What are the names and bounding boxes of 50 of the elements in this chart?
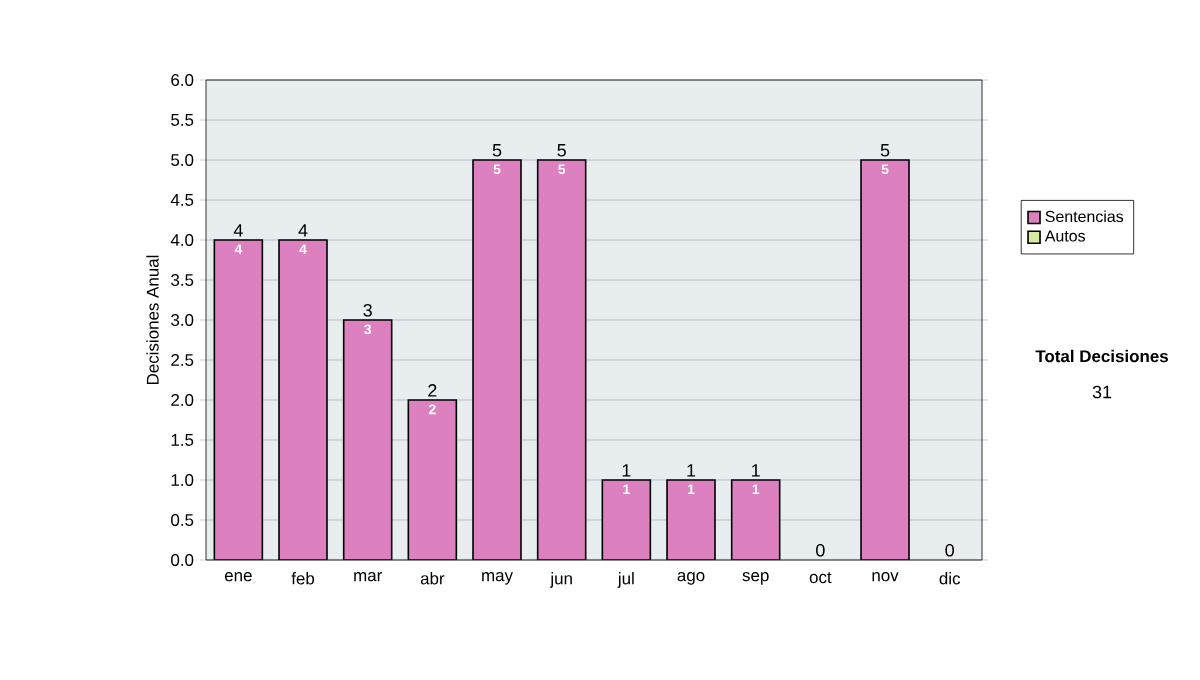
total-label: 1 [752, 464, 760, 477]
total-label: 1 [622, 464, 631, 477]
x-tick-label: dic [939, 572, 961, 585]
x-tick-label: feb [291, 572, 315, 585]
x-tick-label: jul [617, 572, 634, 588]
bar [473, 160, 522, 560]
y-tick-label: 2.0 [171, 394, 194, 406]
total-label: 5 [880, 144, 890, 157]
bar [279, 240, 328, 560]
text: 31 [1092, 385, 1112, 399]
total-label: 5 [492, 144, 502, 157]
total-label: 0 [945, 543, 954, 557]
total-label: 4 [298, 224, 308, 237]
y-tick-label: 6.0 [171, 74, 194, 86]
x-tick-label: ago [677, 572, 705, 585]
x-tick-label: mar [354, 572, 382, 582]
total-label: 5 [557, 144, 566, 157]
y-axis-title: Decisiones Anual [146, 255, 159, 385]
bar [667, 480, 716, 560]
total-label: 3 [363, 303, 372, 317]
total-label: 2 [428, 384, 437, 397]
bar [408, 400, 457, 560]
total-label: 4 [233, 224, 243, 237]
y-tick-label: 5.0 [171, 154, 194, 166]
y-tick-label: 4.0 [170, 234, 194, 246]
y-tick-label: 0.5 [171, 514, 194, 526]
x-tick-label: nov [872, 572, 899, 582]
bar [602, 480, 651, 560]
total-label: 0 [816, 543, 825, 557]
y-tick-label: 5.5 [171, 114, 194, 126]
bar [214, 240, 263, 560]
y-tick-label: 3.5 [171, 274, 194, 286]
x-tick-label: may [482, 572, 513, 585]
bar [731, 480, 780, 560]
x-tick-label: sep [742, 572, 769, 585]
x-tick-label: jun [549, 572, 572, 588]
x-tick-label: abr [420, 572, 445, 585]
y-tick-label: 0.0 [171, 554, 194, 566]
y-tick-label: 4.5 [170, 194, 194, 206]
text: Total Decisiones [1035, 349, 1168, 363]
x-tick-label: oct [809, 572, 832, 584]
y-tick-label: 3.0 [171, 314, 194, 326]
y-tick-label: 1.5 [171, 434, 194, 446]
y-tick-label: 2.5 [171, 354, 194, 366]
bar [343, 320, 392, 560]
bar [860, 159, 910, 560]
y-tick-label: 1.0 [171, 474, 194, 486]
x-tick-label: ene [224, 572, 252, 582]
total-label: 1 [687, 464, 696, 477]
bar [537, 160, 586, 560]
